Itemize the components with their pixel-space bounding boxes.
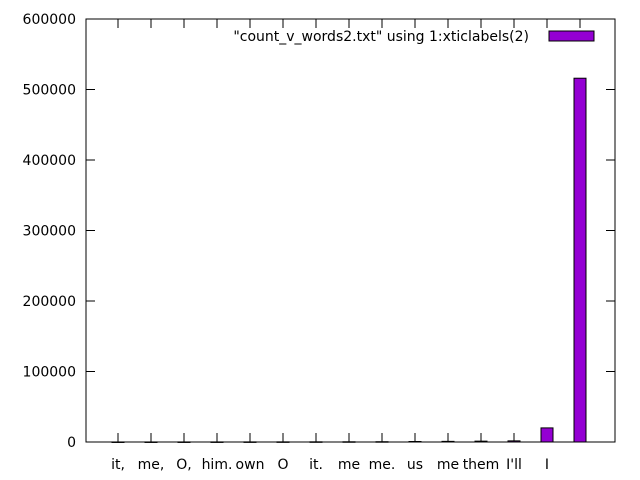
x-tick-label: me: [437, 457, 459, 473]
x-tick-label: me.: [369, 457, 396, 473]
plot-frame: [85, 18, 616, 443]
bar: [441, 440, 455, 443]
bars: [111, 77, 587, 443]
bar: [177, 441, 191, 443]
bar: [111, 441, 125, 443]
y-tick-labels: 0 100000 200000 300000 400000 500000 600000: [23, 12, 76, 451]
legend: "count_v_words2.txt" using 1:xticlabels(…: [233, 29, 595, 45]
x-tick-label: I'll: [506, 457, 522, 473]
bar: [309, 441, 323, 443]
x-tick-label: them: [463, 457, 500, 473]
tick-marks: [86, 18, 615, 443]
x-tick-label: it,: [111, 457, 125, 473]
x-tick-label: O,: [176, 457, 191, 473]
bar: [276, 441, 290, 443]
bar: [342, 441, 356, 443]
x-tick-label: me: [338, 457, 360, 473]
bar: [375, 441, 389, 443]
x-tick-label: me,: [138, 457, 165, 473]
y-tick-label: 500000: [23, 83, 76, 99]
x-tick-label: I: [545, 457, 549, 473]
bar: [573, 77, 587, 443]
bar: [210, 441, 224, 443]
x-tick-label: O: [277, 457, 288, 473]
y-tick-label: 600000: [23, 12, 76, 28]
x-tick-label: it.: [309, 457, 323, 473]
bar: [474, 440, 488, 443]
x-tick-label: us: [407, 457, 423, 473]
legend-swatch: [548, 30, 595, 42]
bar: [540, 427, 554, 443]
bar: [507, 440, 521, 443]
y-tick-label: 100000: [23, 365, 76, 381]
y-tick-label: 0: [67, 435, 76, 451]
x-tick-label: him.: [202, 457, 233, 473]
bar: [144, 441, 158, 443]
y-tick-label: 400000: [23, 153, 76, 169]
x-tick-label: own: [236, 457, 265, 473]
bar: [408, 441, 422, 443]
plot-axes: [85, 18, 616, 443]
bar: [243, 441, 257, 443]
y-tick-label: 300000: [23, 224, 76, 240]
y-tick-label: 200000: [23, 294, 76, 310]
legend-label: "count_v_words2.txt" using 1:xticlabels(…: [233, 29, 529, 45]
